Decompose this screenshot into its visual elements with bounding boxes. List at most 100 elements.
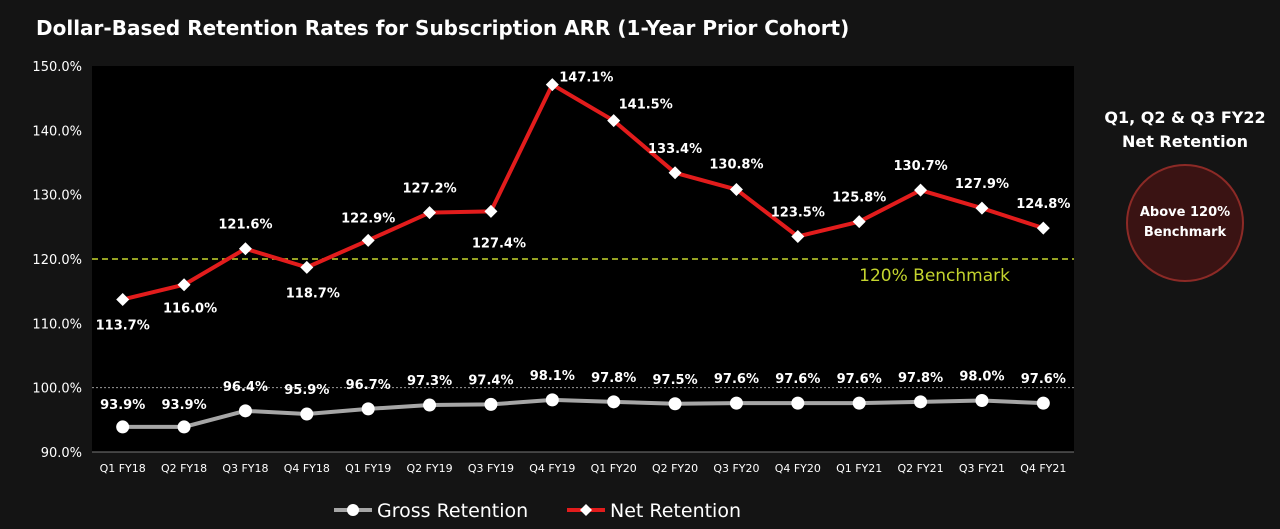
gross-retention-point xyxy=(545,393,559,407)
gross-retention-data-label: 97.6% xyxy=(837,372,882,387)
net-retention-data-label: 141.5% xyxy=(619,98,673,113)
gross-retention-data-label: 97.6% xyxy=(1021,372,1066,387)
legend-net-label: Net Retention xyxy=(610,500,741,522)
net-retention-point xyxy=(607,114,621,128)
net-retention-data-label: 130.7% xyxy=(893,159,947,174)
gross-retention-point xyxy=(300,407,314,421)
gross-retention-data-label: 97.8% xyxy=(591,371,636,386)
x-tick-label: Q2 FY18 xyxy=(161,462,207,475)
y-tick-label: 150.0% xyxy=(32,60,82,75)
series-line-net-retention xyxy=(122,82,1044,302)
gross-retention-data-label: 97.6% xyxy=(714,372,759,387)
net-retention-data-label: 118.7% xyxy=(286,286,340,301)
x-tick-label: Q3 FY19 xyxy=(468,462,514,475)
gross-retention-data-label: 97.4% xyxy=(468,373,513,388)
gross-retention-data-label: 97.3% xyxy=(407,374,452,389)
net-retention-point xyxy=(116,293,130,307)
net-retention-data-label: 130.8% xyxy=(709,158,763,173)
y-tick-label: 130.0% xyxy=(32,189,82,204)
net-retention-data-label: 124.8% xyxy=(1016,197,1070,212)
gross-retention-point xyxy=(975,394,989,408)
net-retention-point xyxy=(484,204,498,218)
chart-title: Dollar-Based Retention Rates for Subscri… xyxy=(36,16,850,40)
x-tick-label: Q1 FY20 xyxy=(591,462,637,475)
gross-retention-point xyxy=(668,397,682,411)
x-tick-label: Q3 FY21 xyxy=(959,462,1005,475)
side-panel-title-line2: Net Retention xyxy=(1121,132,1249,151)
x-tick-label: Q4 FY20 xyxy=(775,462,821,475)
gross-retention-point xyxy=(1036,396,1050,410)
x-tick-label: Q3 FY20 xyxy=(713,462,759,475)
net-retention-point xyxy=(545,78,559,92)
benchmark-badge: Above 120% Benchmark xyxy=(1126,164,1244,282)
net-retention-point xyxy=(668,166,682,180)
net-retention-data-label: 147.1% xyxy=(559,71,613,86)
gross-retention-point xyxy=(423,398,437,412)
net-retention-data-label: 127.4% xyxy=(472,236,526,251)
net-retention-point xyxy=(361,233,375,247)
gross-retention-point xyxy=(361,402,375,416)
y-tick-label: 120.0% xyxy=(32,253,82,268)
gross-retention-point xyxy=(791,396,805,410)
gross-retention-data-label: 97.5% xyxy=(653,373,698,388)
net-retention-data-label: 123.5% xyxy=(771,205,825,220)
y-tick-label: 90.0% xyxy=(41,446,82,461)
x-tick-label: Q2 FY21 xyxy=(897,462,943,475)
gross-retention-point xyxy=(238,404,252,418)
y-tick-label: 100.0% xyxy=(32,382,82,397)
legend-gross-marker xyxy=(347,504,359,516)
net-retention-data-label: 113.7% xyxy=(96,319,150,334)
x-tick-label: Q4 FY18 xyxy=(284,462,330,475)
net-retention-point xyxy=(791,229,805,243)
gross-retention-point xyxy=(607,395,621,409)
gross-retention-data-label: 96.4% xyxy=(223,380,268,395)
x-tick-label: Q1 FY19 xyxy=(345,462,391,475)
series-line-gross-retention xyxy=(122,397,1044,429)
net-retention-point xyxy=(238,242,252,256)
side-panel-title: Q1, Q2 & Q3 FY22 Net Retention xyxy=(1100,106,1270,154)
side-panel-title-line1: Q1, Q2 & Q3 FY22 xyxy=(1104,108,1266,127)
gross-retention-point xyxy=(484,397,498,411)
gross-retention-point xyxy=(177,420,191,434)
gross-retention-data-label: 93.9% xyxy=(100,398,145,413)
x-tick-label: Q4 FY19 xyxy=(529,462,575,475)
net-retention-point xyxy=(177,278,191,292)
net-retention-point xyxy=(300,260,314,274)
gross-retention-data-label: 96.7% xyxy=(346,378,391,393)
badge-line1: Above 120% xyxy=(1139,205,1231,220)
gross-retention-data-label: 95.9% xyxy=(284,383,329,398)
legend-net-marker xyxy=(580,504,592,516)
net-retention-point xyxy=(975,201,989,215)
net-retention-point xyxy=(423,206,437,220)
gross-retention-point xyxy=(729,396,743,410)
net-retention-point xyxy=(852,215,866,229)
net-retention-data-label: 133.4% xyxy=(648,142,702,157)
x-tick-label: Q1 FY21 xyxy=(836,462,882,475)
net-retention-data-label: 121.6% xyxy=(218,218,272,233)
x-tick-label: Q3 FY18 xyxy=(222,462,268,475)
y-tick-label: 140.0% xyxy=(32,124,82,139)
net-retention-point xyxy=(914,183,928,197)
gross-retention-point xyxy=(116,420,130,434)
legend-gross-label: Gross Retention xyxy=(377,500,528,522)
benchmark-label: 120% Benchmark xyxy=(859,266,1010,286)
net-retention-point xyxy=(729,183,743,197)
net-retention-data-label: 127.2% xyxy=(402,182,456,197)
gross-retention-point xyxy=(852,396,866,410)
y-tick-label: 110.0% xyxy=(32,317,82,332)
net-retention-data-label: 116.0% xyxy=(163,302,217,317)
x-tick-label: Q2 FY20 xyxy=(652,462,698,475)
gross-retention-data-label: 98.0% xyxy=(959,370,1004,385)
x-tick-label: Q1 FY18 xyxy=(100,462,146,475)
x-tick-label: Q4 FY21 xyxy=(1020,462,1066,475)
badge-line2: Benchmark xyxy=(1143,225,1227,240)
gross-retention-data-label: 98.1% xyxy=(530,369,575,384)
gross-retention-data-label: 93.9% xyxy=(162,398,207,413)
net-retention-data-label: 127.9% xyxy=(955,177,1009,192)
x-tick-label: Q2 FY19 xyxy=(406,462,452,475)
gross-retention-data-label: 97.8% xyxy=(898,371,943,386)
net-retention-data-label: 122.9% xyxy=(341,211,395,226)
net-retention-data-label: 125.8% xyxy=(832,191,886,206)
net-retention-point xyxy=(1036,221,1050,235)
